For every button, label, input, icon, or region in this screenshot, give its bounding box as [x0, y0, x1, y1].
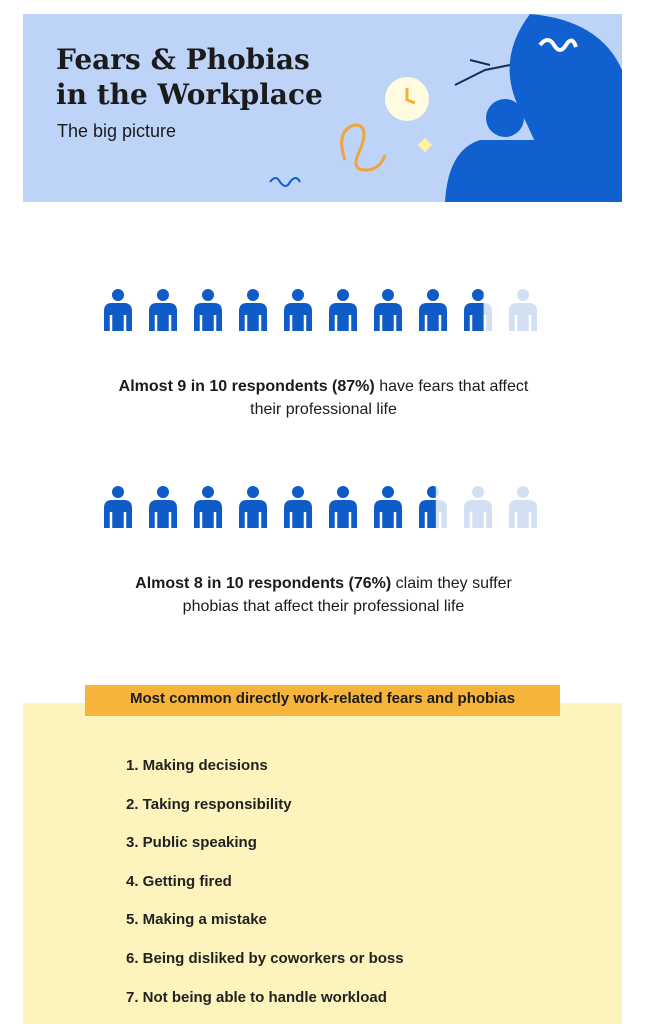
- person-icon: [104, 289, 132, 331]
- list-item: 4. Getting fired: [126, 872, 232, 890]
- stat-text: their professional life: [250, 401, 397, 418]
- person-icon: [329, 486, 357, 528]
- list-panel: [23, 703, 622, 1024]
- person-icon: [464, 289, 484, 331]
- stat-lead: Almost 9 in 10 respondents (87%): [118, 378, 375, 395]
- list-item: 7. Not being able to handle workload: [126, 988, 387, 1006]
- person-icon: [509, 486, 537, 528]
- person-icon: [374, 486, 402, 528]
- subtitle: The big picture: [57, 121, 177, 141]
- person-icon: [374, 289, 402, 331]
- person-icon: [419, 486, 436, 528]
- stat-text: claim they suffer: [395, 575, 512, 592]
- person-icon: [284, 486, 312, 528]
- header-illustration: [269, 14, 622, 202]
- title: Fears & Phobias: [56, 43, 310, 76]
- stat-text: phobias that affect their professional l…: [182, 598, 465, 615]
- list-heading: Most common directly work-related fears …: [129, 690, 516, 707]
- person-icon: [284, 289, 312, 331]
- title: in the Workplace: [56, 78, 323, 111]
- person-icon: [194, 289, 222, 331]
- person-icon: [509, 289, 537, 331]
- list-item: 1. Making decisions: [126, 757, 268, 774]
- person-icon: [329, 289, 357, 331]
- pictogram-row: [104, 289, 537, 331]
- stat-text: have fears that affect: [379, 378, 529, 395]
- person-icon: [464, 486, 492, 528]
- list-heading-box: [85, 685, 560, 716]
- person-icon: [419, 289, 447, 331]
- person-icon: [149, 486, 177, 528]
- list-item: 3. Public speaking: [126, 834, 257, 852]
- list-item: 2. Taking responsibility: [126, 795, 292, 813]
- list-item: 5. Making a mistake: [126, 911, 267, 929]
- person-icon: [104, 486, 132, 528]
- stat-text: Almost 8 in 10 respondents (76%) claim t…: [0, 572, 647, 595]
- list-item: 6. Being disliked by coworkers or boss: [126, 950, 404, 967]
- person-icon: [149, 289, 177, 331]
- person-icon: [239, 486, 267, 528]
- stat-text: Almost 9 in 10 respondents (87%) have fe…: [0, 375, 647, 398]
- pictogram-row: [104, 486, 537, 528]
- person-icon: [239, 289, 267, 331]
- person-icon: [194, 486, 222, 528]
- stat-lead: Almost 8 in 10 respondents (76%): [135, 575, 392, 592]
